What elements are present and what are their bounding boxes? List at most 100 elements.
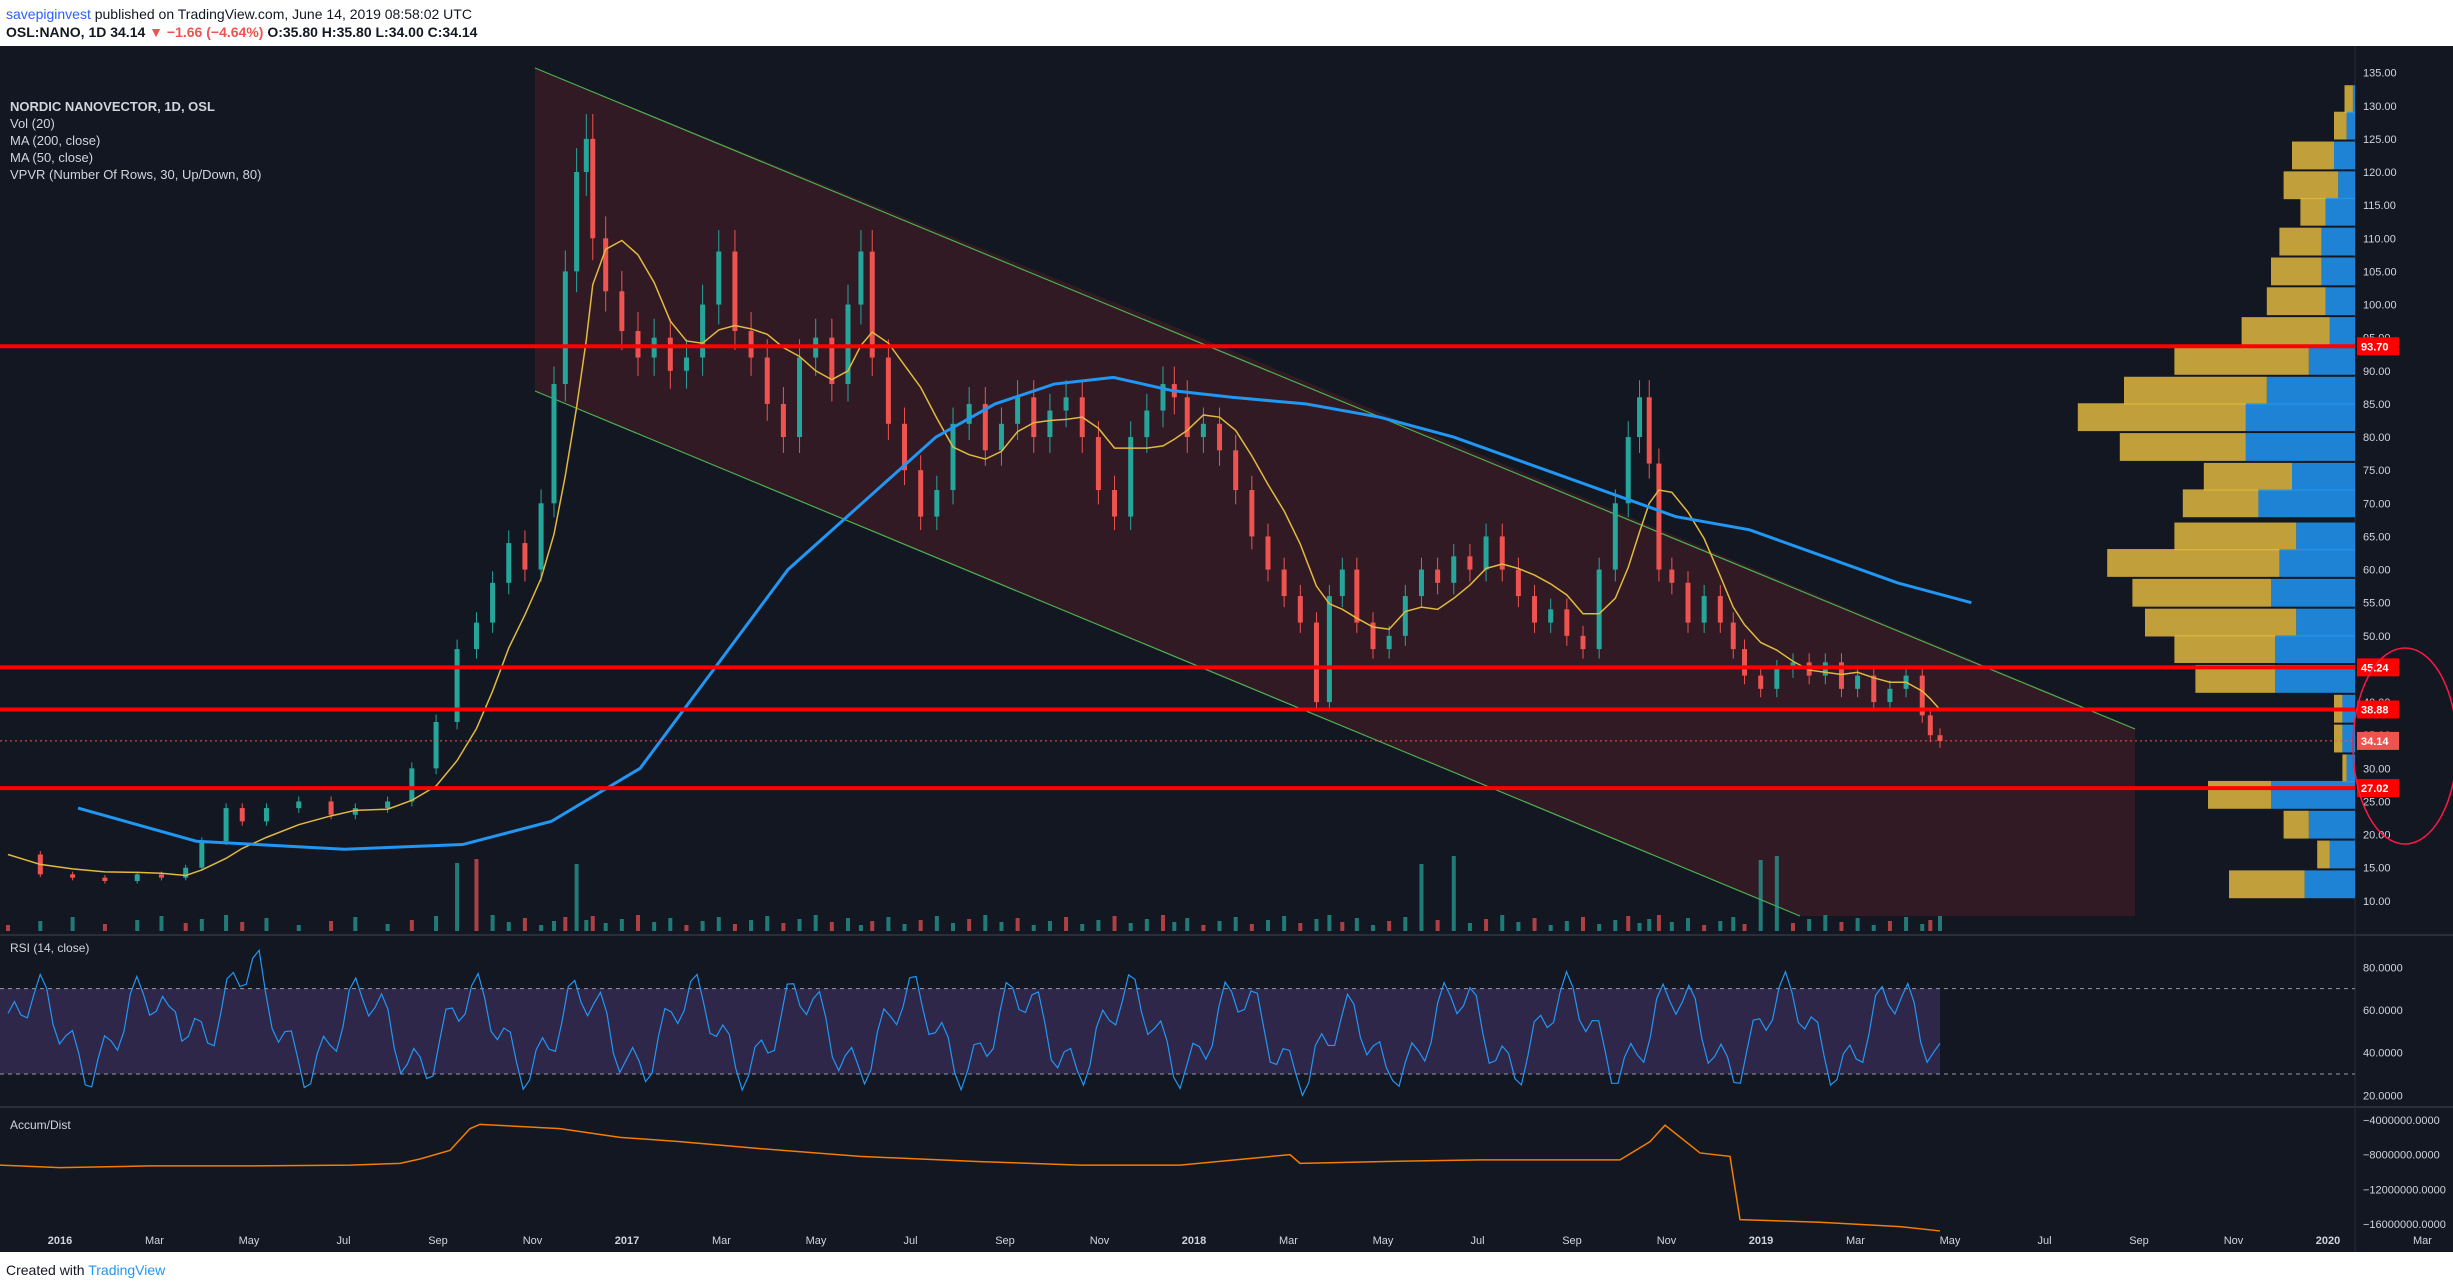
candle-body — [1144, 410, 1150, 438]
candle-body — [1927, 715, 1933, 736]
rsi-tick-label: 60.0000 — [2363, 1005, 2403, 1017]
candle-body — [885, 357, 891, 424]
legend-ma200[interactable]: MA (200, close) — [10, 133, 101, 148]
price-level-label: 27.02 — [2361, 783, 2389, 795]
time-tick-label: Nov — [523, 1235, 543, 1247]
time-tick-label: Sep — [428, 1235, 448, 1247]
rsi-pane-label[interactable]: RSI (14, close) — [10, 941, 90, 955]
candle-body — [716, 251, 722, 305]
volume-bar — [1597, 924, 1602, 931]
candle-body — [183, 867, 189, 878]
price-tick-label: 10.00 — [2363, 896, 2391, 908]
volume-bar — [353, 917, 358, 931]
legend-vpvr[interactable]: VPVR (Number Of Rows, 30, Up/Down, 80) — [10, 167, 262, 182]
volume-bar — [1128, 923, 1133, 931]
volume-bar — [329, 921, 334, 931]
price-level-label: 34.14 — [2361, 736, 2389, 748]
author-link[interactable]: savepiginvest — [6, 6, 91, 22]
candle-body — [522, 543, 528, 570]
candle-body — [1031, 397, 1037, 438]
chart-area[interactable]: 10.0015.0020.0025.0030.0035.0040.0045.00… — [0, 46, 2453, 1252]
candle-body — [1418, 569, 1424, 597]
price-tick-label: 30.00 — [2363, 763, 2391, 775]
candle-body — [1297, 596, 1303, 623]
volume-bar — [858, 925, 863, 931]
vp-row-down — [2292, 462, 2355, 491]
time-tick-label: Jul — [1470, 1235, 1484, 1247]
candle-body — [1249, 490, 1255, 537]
symbol: OSL:NANO, 1D — [6, 24, 107, 40]
candle-body — [102, 877, 108, 881]
candle-body — [1354, 569, 1360, 623]
candle-body — [1128, 437, 1134, 517]
volume-bar — [1855, 918, 1860, 931]
candle-body — [199, 841, 205, 868]
vp-row-up — [2174, 635, 2276, 663]
ad-pane-label[interactable]: Accum/Dist — [10, 1118, 71, 1132]
volume-bar — [1161, 915, 1165, 931]
volume-bar — [1484, 919, 1489, 931]
ad-tick-label: −12000000.0000 — [2363, 1184, 2446, 1196]
volume-bar — [1467, 923, 1472, 931]
time-tick-label: 2018 — [1182, 1235, 1206, 1247]
publish-line: savepiginvest published on TradingView.c… — [6, 6, 472, 22]
volume-bar — [296, 925, 301, 931]
legend-volume[interactable]: Vol (20) — [10, 116, 55, 131]
volume-bar — [1669, 922, 1674, 931]
vp-row-down — [2275, 664, 2355, 693]
candle-body — [352, 808, 358, 815]
volume-bar — [552, 921, 556, 931]
volume-bar — [159, 916, 164, 931]
legend-ma50[interactable]: MA (50, close) — [10, 150, 94, 165]
volume-bar — [1564, 921, 1569, 931]
volume-bar — [1185, 918, 1190, 931]
volume-bar — [781, 923, 786, 931]
volume-bar — [1807, 919, 1812, 931]
price-tick-label: 65.00 — [2363, 531, 2391, 543]
volume-bar — [183, 923, 188, 931]
candle-body — [590, 138, 596, 239]
price-level-tag — [2357, 658, 2399, 677]
vp-row-down — [2352, 85, 2355, 114]
ma50-line — [7, 239, 1941, 877]
publish-info: published on TradingView.com, June 14, 2… — [94, 6, 472, 22]
volume-bar — [652, 922, 657, 931]
price-tick-label: 135.00 — [2363, 68, 2397, 80]
time-tick-label: Mar — [712, 1235, 731, 1247]
volume-bar — [1758, 860, 1763, 931]
volume-bar — [1080, 924, 1085, 931]
volume-bar — [1532, 918, 1537, 931]
candle-body — [780, 403, 786, 438]
vp-row-up — [2342, 754, 2347, 783]
volume-bar — [1742, 924, 1747, 931]
vp-row-down — [2245, 403, 2355, 432]
price-level-tag — [2357, 700, 2399, 719]
volume-bar — [1064, 917, 1069, 931]
volume-bar — [1201, 925, 1206, 931]
tradingview-logo[interactable]: TradingView — [88, 1262, 166, 1278]
vp-row-down — [2338, 171, 2355, 200]
time-tick-label: Jul — [903, 1235, 917, 1247]
volume-bar — [1938, 916, 1942, 931]
candle-body — [1160, 384, 1166, 411]
volume-bar — [522, 918, 527, 931]
vp-row-up — [2182, 489, 2259, 518]
price-tick-label: 100.00 — [2363, 300, 2397, 312]
volume-bar — [684, 925, 689, 931]
price-tick-label: 55.00 — [2363, 598, 2391, 610]
candle-body — [1370, 622, 1376, 650]
channel-upper-line — [534, 67, 2136, 730]
volume-bar — [1823, 915, 1828, 931]
volume-bar — [797, 919, 802, 931]
volume-bar — [1435, 920, 1440, 931]
vp-row-down — [2271, 578, 2355, 607]
volume-bar — [700, 921, 705, 931]
ad-line — [0, 1123, 1941, 1232]
price-tick-label: 75.00 — [2363, 465, 2391, 477]
volume-bar — [1327, 915, 1332, 931]
volume-bar — [1387, 921, 1392, 931]
volume-bar — [1626, 916, 1631, 931]
volume-bar — [1031, 925, 1036, 931]
candle-body — [134, 874, 140, 881]
chart-svg[interactable]: 10.0015.0020.0025.0030.0035.0040.0045.00… — [0, 46, 2453, 1252]
